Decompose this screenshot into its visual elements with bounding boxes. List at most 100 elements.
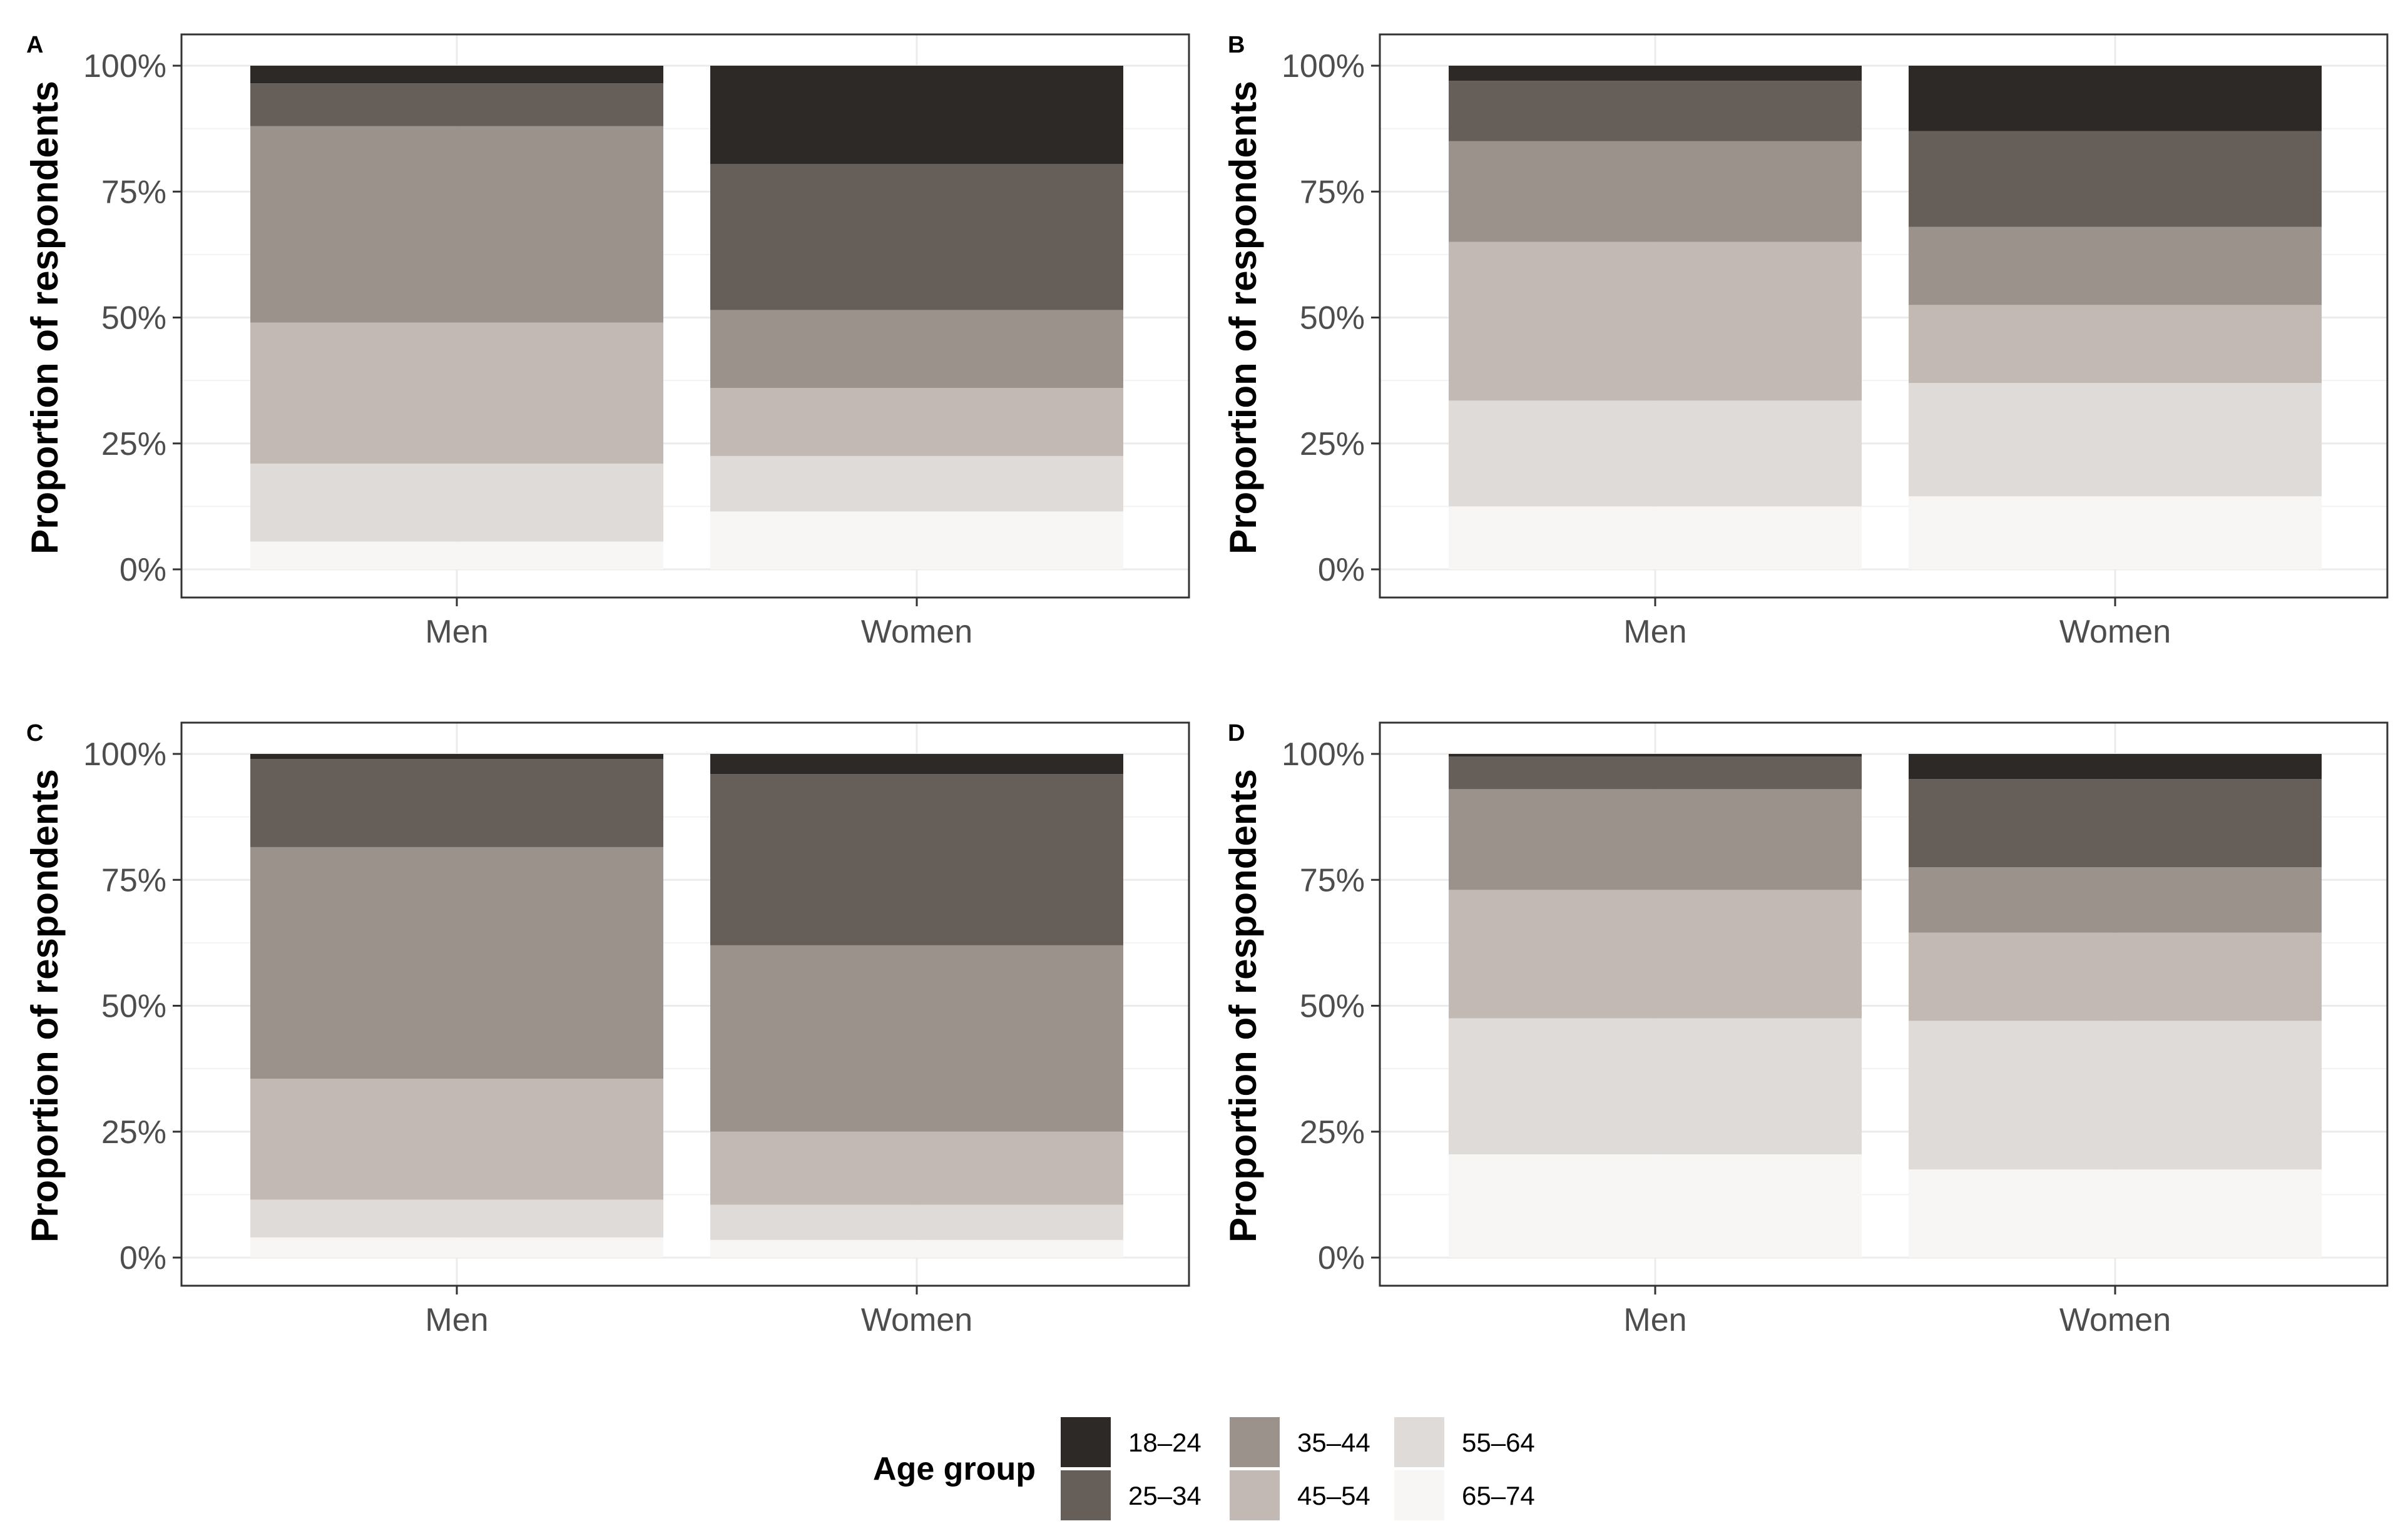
bar-segment-men-35-44 [250,126,663,323]
x-tick-label-women: Women [861,1302,972,1338]
panel-border [1379,721,2389,1287]
y-tick-label: 25% [101,1114,166,1151]
bar-segment-men-18-24 [1449,754,1862,757]
bar-segment-men-35-44 [1449,141,1862,242]
bar-segment-women-55-64 [1909,383,2322,497]
bar-segment-men-55-64 [1449,1018,1862,1154]
panel-tag: C [26,720,43,746]
bar-segment-men-35-44 [1449,789,1862,890]
x-tick-label-women: Women [2059,614,2171,650]
y-tick-label: 100% [83,736,166,773]
x-tick-label-men: Men [425,1302,488,1338]
bar-segment-men-65-74 [250,1237,663,1258]
panel-border [1379,33,2389,599]
bar-segment-men-18-24 [250,754,663,760]
x-tick-label-men: Men [1623,1302,1686,1338]
y-tick-label: 50% [1300,300,1365,337]
bar-segment-men-18-24 [1449,66,1862,81]
panel-tag: D [1228,720,1245,746]
legend-label: 55–64 [1462,1428,1535,1457]
legend-label: 45–54 [1297,1481,1370,1510]
bar-segment-women-55-64 [710,1204,1123,1240]
bar-segment-men-65-74 [1449,506,1862,569]
legend-key-35-44 [1230,1417,1280,1467]
y-tick-label: 100% [1282,48,1365,84]
bar-segment-women-35-44 [710,945,1123,1132]
bar-segment-women-35-44 [1909,867,2322,933]
bar-segment-women-18-24 [710,66,1123,164]
bar-segment-men-55-64 [250,463,663,542]
y-tick-label: 100% [83,48,166,84]
bar-segment-women-18-24 [710,754,1123,775]
y-tick-label: 25% [1300,1114,1365,1151]
bar-segment-women-45-54 [710,388,1123,456]
panel-border [180,721,1190,1287]
legend-label: 18–24 [1128,1428,1201,1457]
legend: Age group 18–24 25–34 35–44 45–54 55–64 65–74 [873,1417,1535,1520]
panel-a: 0% 25% 50% 75% 100% Men Women Proportion of res… [24,32,1190,650]
bar-segment-women-35-44 [1909,226,2322,305]
x-tick-label-men: Men [1623,614,1686,650]
bar-segment-men-25-34 [1449,756,1862,790]
bar-segment-women-25-34 [710,163,1123,310]
y-tick-label: 0% [120,552,166,588]
legend-label: 65–74 [1462,1481,1535,1510]
panel-tag: B [1228,32,1245,58]
y-tick-label: 75% [101,174,166,210]
bar-segment-women-65-74 [710,511,1123,569]
bar-segment-women-25-34 [1909,779,2322,868]
bar-segment-women-55-64 [1909,1020,2322,1170]
panel-c: 0% 25% 50% 75% 100% Men Women Proportion of res… [24,720,1190,1338]
legend-key-55-64 [1394,1417,1444,1467]
x-tick-label-women: Women [861,614,972,650]
bar-segment-men-65-74 [1449,1154,1862,1258]
panel-b: 0% 25% 50% 75% 100% Men Women Proportion of res… [1222,32,2389,650]
panel-border [180,33,1190,599]
bar-segment-women-45-54 [1909,305,2322,384]
y-tick-label: 75% [1300,862,1365,898]
y-tick-label: 75% [1300,174,1365,210]
legend-title: Age group [873,1451,1036,1487]
bar-segment-men-25-34 [250,759,663,847]
y-axis-title: Proportion of respondents [24,769,66,1243]
bar-segment-men-45-54 [250,1079,663,1200]
legend-key-65-74 [1394,1470,1444,1520]
legend-key-25-34 [1061,1470,1111,1520]
bar-segment-women-18-24 [1909,66,2322,131]
y-tick-label: 50% [101,300,166,337]
y-axis-title: Proportion of respondents [24,81,66,554]
bar-segment-women-65-74 [1909,496,2322,569]
x-tick-label-men: Men [425,614,488,650]
bar-segment-men-45-54 [1449,242,1862,401]
y-axis-title: Proportion of respondents [1222,769,1264,1243]
bar-segment-men-65-74 [250,541,663,569]
y-tick-label: 0% [120,1240,166,1276]
legend-key-18-24 [1061,1417,1111,1467]
y-tick-label: 75% [101,862,166,898]
panel-tag: A [26,32,43,58]
bar-segment-men-25-34 [250,83,663,126]
y-tick-label: 0% [1318,552,1365,588]
bar-segment-women-65-74 [1909,1169,2322,1258]
y-axis-title: Proportion of respondents [1222,81,1264,554]
bar-segment-men-18-24 [250,66,663,84]
y-tick-label: 100% [1282,736,1365,773]
x-tick-label-women: Women [2059,1302,2171,1338]
bar-segment-men-45-54 [250,322,663,464]
bar-segment-men-35-44 [250,847,663,1079]
bar-segment-women-25-34 [1909,131,2322,227]
bar-segment-men-25-34 [1449,81,1862,141]
legend-label: 25–34 [1128,1481,1201,1510]
bar-segment-women-35-44 [710,310,1123,389]
y-tick-label: 50% [101,989,166,1025]
bar-segment-men-45-54 [1449,890,1862,1019]
bar-segment-women-55-64 [710,455,1123,512]
bar-segment-women-18-24 [1909,754,2322,780]
bar-segment-women-45-54 [1909,932,2322,1021]
y-tick-label: 50% [1300,989,1365,1025]
y-tick-label: 25% [1300,426,1365,462]
legend-key-45-54 [1230,1470,1280,1520]
y-tick-label: 0% [1318,1240,1365,1276]
bar-segment-women-25-34 [710,774,1123,945]
bar-segment-men-55-64 [250,1199,663,1238]
